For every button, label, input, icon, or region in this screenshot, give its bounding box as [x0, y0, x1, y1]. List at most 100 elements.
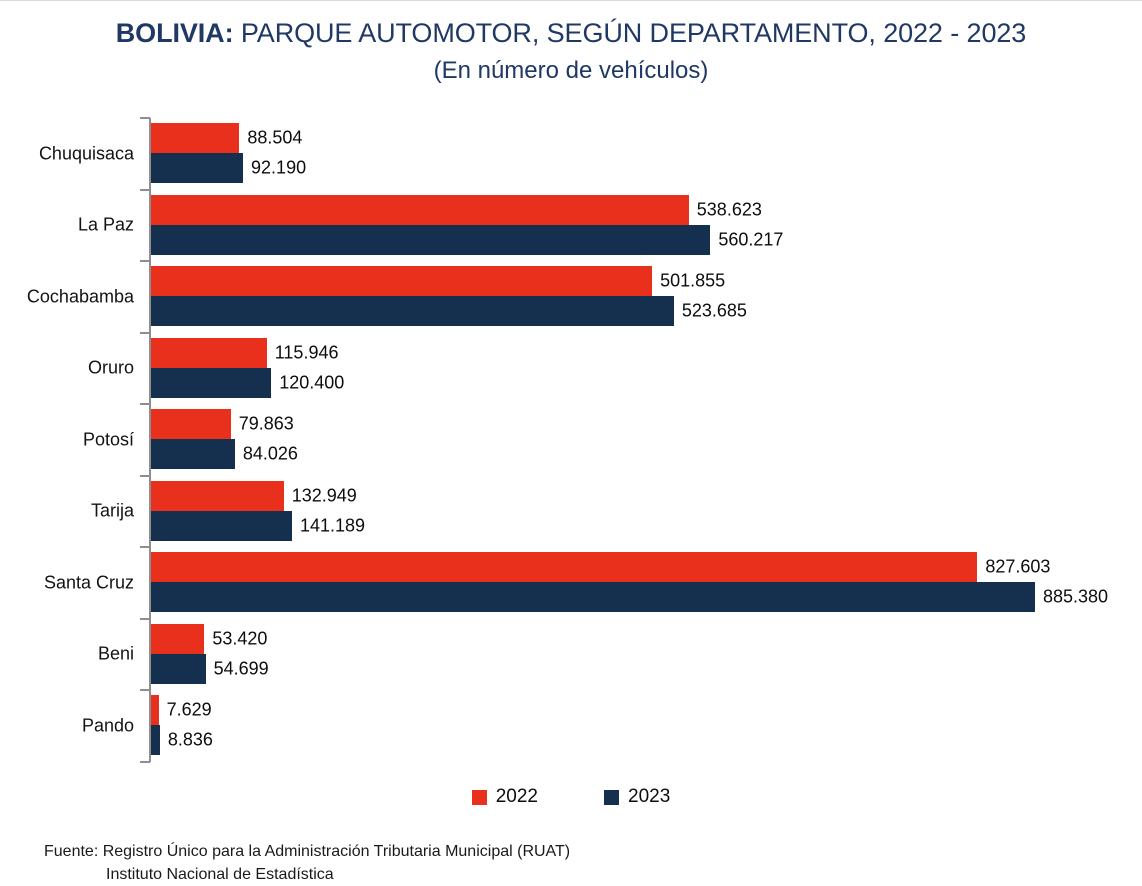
- axis-tick: [140, 260, 150, 262]
- bar-rect: [151, 153, 244, 183]
- category-label: Cochabamba: [26, 286, 134, 307]
- legend-item-2022[interactable]: 2022: [471, 786, 538, 808]
- bar-group: Pando 7.629 8.836: [0, 690, 1142, 762]
- category-label: Pando: [81, 715, 134, 736]
- bar-2022[interactable]: 53.420: [151, 623, 267, 654]
- category-label: Tarija: [90, 500, 134, 521]
- bar-2022[interactable]: 538.623: [151, 194, 762, 225]
- category-label: Chuquisaca: [38, 143, 134, 164]
- category-label: Potosí: [82, 429, 134, 450]
- bar-2022[interactable]: 501.855: [151, 266, 725, 296]
- bar-rect: [151, 653, 206, 684]
- bar-group: Santa Cruz 827.603 885.380: [0, 547, 1142, 619]
- bar-rect: [151, 337, 267, 368]
- bar-group: Potosí 79.863 84.026: [0, 404, 1142, 476]
- category-label: Santa Cruz: [43, 572, 134, 593]
- bar-value-label: 88.504: [247, 127, 303, 148]
- source-line-1: Fuente: Registro Único para la Administr…: [44, 843, 571, 860]
- bar-rect: [151, 296, 674, 326]
- bar-rect: [151, 367, 272, 398]
- bar-value-label: 92.190: [251, 157, 307, 178]
- bar-value-label: 7.629: [166, 699, 212, 720]
- bar-2023[interactable]: 120.400: [151, 367, 344, 398]
- bar-rect: [151, 552, 978, 582]
- bar-rect: [151, 439, 235, 469]
- bar-rect: [151, 224, 711, 255]
- bar-2022[interactable]: 115.946: [151, 337, 338, 368]
- axis-tick: [140, 617, 150, 620]
- source-line-2: Instituto Nacional de Estadística: [106, 866, 334, 884]
- bar-2023[interactable]: 54.699: [151, 653, 269, 684]
- bar-2023[interactable]: 885.380: [151, 582, 1108, 612]
- bar-rect: [151, 695, 159, 725]
- bar-group: Chuquisaca 88.504 92.190: [0, 118, 1142, 190]
- bar-value-label: 885.380: [1043, 586, 1109, 607]
- legend-label: 2022: [495, 786, 538, 807]
- title-description: PARQUE AUTOMOTOR, SEGÚN DEPARTAMENTO, 20…: [233, 18, 1027, 48]
- bar-value-label: 53.420: [212, 628, 268, 648]
- bar-value-label: 827.603: [985, 556, 1051, 577]
- bar-2022[interactable]: 132.949: [151, 480, 357, 511]
- axis-tick: [140, 188, 150, 191]
- page-title: BOLIVIA: PARQUE AUTOMOTOR, SEGÚN DEPARTA…: [0, 16, 1142, 51]
- bar-group: Oruro 115.946 120.400: [0, 333, 1142, 405]
- legend-label: 2023: [628, 786, 671, 807]
- bar-value-label: 523.685: [681, 300, 747, 321]
- legend-swatch-icon: [471, 789, 487, 805]
- chart-title-block: BOLIVIA: PARQUE AUTOMOTOR, SEGÚN DEPARTA…: [0, 16, 1142, 86]
- bar-value-label: 115.946: [274, 342, 339, 362]
- bar-2023[interactable]: 8.836: [151, 725, 213, 755]
- axis-tick: [140, 474, 150, 477]
- bar-value-label: 120.400: [279, 372, 345, 392]
- bar-rect: [151, 480, 284, 511]
- chart-plot-area: Chuquisaca 88.504 92.190 La Paz 538.623 560.2…: [0, 110, 1142, 770]
- bar-rect: [151, 623, 205, 654]
- bar-2023[interactable]: 141.189: [151, 510, 365, 541]
- bar-2022[interactable]: 88.504: [151, 123, 302, 153]
- top-divider: [0, 0, 1142, 1]
- category-axis-line: [149, 118, 151, 762]
- bar-2023[interactable]: 523.685: [151, 296, 747, 326]
- bar-rect: [151, 725, 160, 755]
- category-label: Beni: [97, 643, 134, 664]
- axis-tick: [140, 331, 150, 334]
- legend-item-2023[interactable]: 2023: [604, 786, 670, 808]
- axis-tick: [140, 689, 150, 691]
- bar-2022[interactable]: 827.603: [151, 552, 1050, 582]
- category-label: Oruro: [87, 357, 134, 378]
- bar-rect: [151, 582, 1035, 612]
- bar-group: Tarija 132.949 141.189: [0, 476, 1142, 548]
- bar-value-label: 79.863: [238, 413, 294, 434]
- legend-swatch-icon: [604, 789, 619, 805]
- bar-rect: [151, 266, 653, 296]
- source-note: Fuente: Registro Único para la Administr…: [44, 840, 570, 886]
- bar-value-label: 132.949: [291, 485, 357, 505]
- axis-tick: [140, 117, 150, 119]
- bar-value-label: 538.623: [696, 199, 762, 219]
- bar-2023[interactable]: 560.217: [151, 224, 783, 255]
- axis-tick: [140, 546, 150, 548]
- axis-tick: [140, 403, 150, 405]
- bar-group: Cochabamba 501.855 523.685: [0, 261, 1142, 333]
- bar-value-label: 141.189: [299, 515, 366, 535]
- bar-group: Beni 53.420 54.699: [0, 619, 1142, 691]
- bar-rect: [151, 123, 240, 153]
- bar-2022[interactable]: 79.863: [151, 409, 294, 439]
- bar-2022[interactable]: 7.629: [151, 695, 212, 725]
- bar-rect: [151, 510, 292, 541]
- axis-tick: [140, 760, 150, 763]
- chart-legend: 2022 2023: [0, 786, 1142, 808]
- bar-value-label: 560.217: [718, 229, 784, 249]
- bar-rect: [151, 194, 689, 225]
- bar-value-label: 501.855: [660, 270, 726, 291]
- bar-rect: [151, 409, 231, 439]
- bar-2023[interactable]: 92.190: [151, 153, 306, 183]
- bar-group: La Paz 538.623 560.217: [0, 190, 1142, 262]
- title-country: BOLIVIA:: [115, 18, 234, 48]
- page-subtitle: (En número de vehículos): [433, 56, 709, 84]
- bar-value-label: 8.836: [167, 729, 213, 750]
- bar-2023[interactable]: 84.026: [151, 439, 298, 469]
- category-label: La Paz: [77, 214, 134, 235]
- bar-value-label: 84.026: [242, 443, 298, 464]
- bar-value-label: 54.699: [213, 658, 269, 678]
